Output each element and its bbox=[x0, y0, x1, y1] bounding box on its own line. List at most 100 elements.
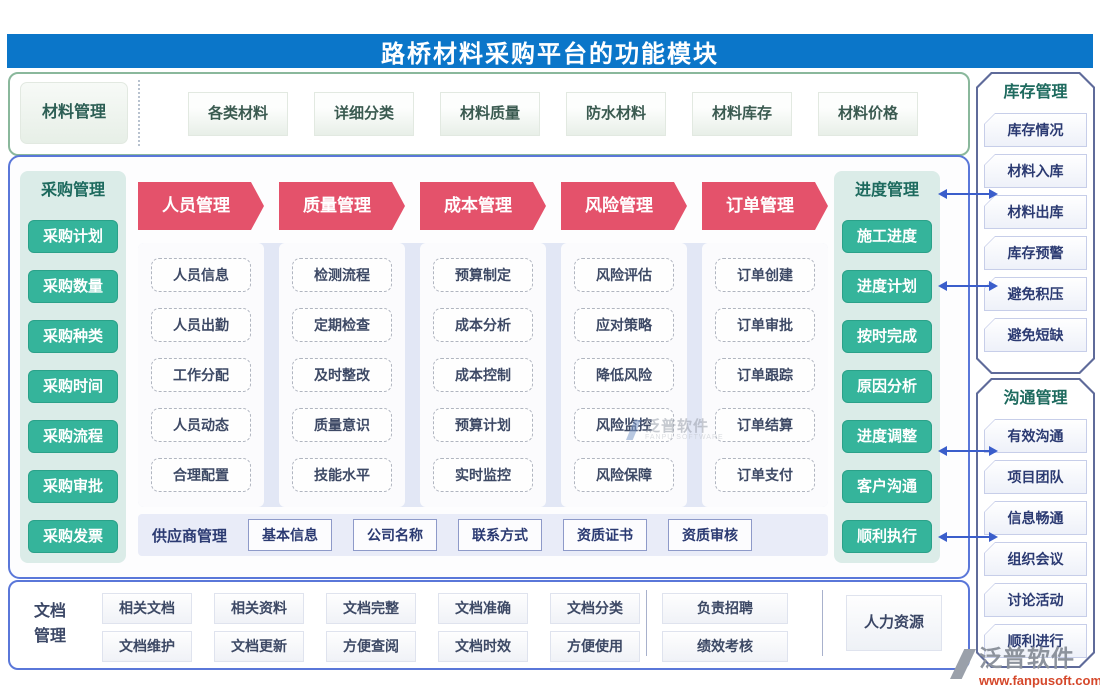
inventory-item: 材料出库 bbox=[984, 195, 1087, 229]
column-item: 人员动态 bbox=[151, 408, 251, 442]
supplier-item: 基本信息 bbox=[248, 519, 333, 551]
procurement-panel: 采购管理 采购计划 采购数量 采购种类 采购时间 采购流程 采购审批 采购发票 bbox=[20, 171, 126, 563]
supplier-item: 资质证书 bbox=[563, 519, 648, 551]
column-item: 人员信息 bbox=[151, 258, 251, 292]
column-item: 成本分析 bbox=[433, 308, 533, 342]
supplier-label: 供应商管理 bbox=[152, 527, 228, 545]
supplier-item: 资质审核 bbox=[668, 519, 753, 551]
column-item: 预算制定 bbox=[433, 258, 533, 292]
progress-item: 进度计划 bbox=[842, 270, 932, 303]
document-item: 方便查阅 bbox=[326, 631, 416, 662]
document-label: 文档 管理 bbox=[34, 603, 67, 645]
connector-arrow bbox=[938, 446, 998, 456]
document-item: 文档分类 bbox=[550, 593, 640, 624]
fanpu-watermark: 泛普软件 FANPU SOFTWARE bbox=[626, 419, 724, 441]
fanpu-logo-icon bbox=[950, 649, 976, 679]
progress-item: 施工进度 bbox=[842, 220, 932, 253]
procurement-item: 采购流程 bbox=[28, 420, 118, 453]
column-risk: 风险管理 风险评估 应对策略 降低风险 风险监控 风险保障 bbox=[561, 182, 687, 507]
connector-arrow bbox=[938, 532, 998, 542]
progress-item: 原因分析 bbox=[842, 370, 932, 403]
column-item: 质量意识 bbox=[292, 408, 392, 442]
column-item: 风险保障 bbox=[574, 458, 674, 492]
main-section: 采购管理 采购计划 采购数量 采购种类 采购时间 采购流程 采购审批 采购发票 … bbox=[8, 155, 970, 579]
page-title: 路桥材料采购平台的功能模块 bbox=[381, 40, 719, 68]
column-item: 人员出勤 bbox=[151, 308, 251, 342]
title-bar: 路桥材料采购平台的功能模块 bbox=[7, 34, 1093, 68]
fanpu-logo-url[interactable]: www.fanpusoft.com bbox=[979, 673, 1100, 688]
communication-item: 组织会议 bbox=[984, 542, 1087, 576]
communication-item: 信息畅通 bbox=[984, 501, 1087, 535]
column-cost: 成本管理 预算制定 成本分析 成本控制 预算计划 实时监控 bbox=[420, 182, 546, 507]
column-quality: 质量管理 检测流程 定期检查 及时整改 质量意识 技能水平 bbox=[279, 182, 405, 507]
column-item: 风险评估 bbox=[574, 258, 674, 292]
communication-item: 顺利进行 bbox=[984, 624, 1087, 658]
dotted-divider bbox=[138, 80, 140, 146]
column-item: 降低风险 bbox=[574, 358, 674, 392]
column-item: 预算计划 bbox=[433, 408, 533, 442]
watermark-subtext: FANPU SOFTWARE bbox=[645, 434, 724, 441]
inventory-item: 避免短缺 bbox=[984, 318, 1087, 352]
column-item: 及时整改 bbox=[292, 358, 392, 392]
progress-item: 进度调整 bbox=[842, 420, 932, 453]
progress-title: 进度管理 bbox=[854, 182, 919, 199]
procurement-item: 采购审批 bbox=[28, 470, 118, 503]
material-management-label: 材料管理 bbox=[20, 82, 128, 144]
document-item: 文档更新 bbox=[214, 631, 304, 662]
communication-item: 讨论活动 bbox=[984, 583, 1087, 617]
hr-item: 绩效考核 bbox=[662, 631, 788, 662]
procurement-item: 采购种类 bbox=[28, 320, 118, 353]
fanpu-logo: 泛普软件 www.fanpusoft.com bbox=[950, 647, 1100, 688]
column-item: 应对策略 bbox=[574, 308, 674, 342]
column-order: 订单管理 订单创建 订单审批 订单跟踪 订单结算 订单支付 bbox=[702, 182, 828, 507]
inventory-item: 材料入库 bbox=[984, 154, 1087, 188]
progress-item: 按时完成 bbox=[842, 320, 932, 353]
document-item: 相关文档 bbox=[102, 593, 192, 624]
inventory-item: 库存预警 bbox=[984, 236, 1087, 270]
document-section: 文档 管理 相关文档 相关资料 文档完整 文档准确 文档分类 文档维护 文档更新… bbox=[8, 580, 970, 670]
hr-item: 负责招聘 bbox=[662, 593, 788, 624]
column-item: 检测流程 bbox=[292, 258, 392, 292]
column-panel: 预算制定 成本分析 成本控制 预算计划 实时监控 bbox=[420, 243, 546, 507]
material-item: 材料价格 bbox=[818, 92, 918, 136]
column-header-arrow: 质量管理 bbox=[279, 182, 405, 230]
progress-item: 客户沟通 bbox=[842, 470, 932, 503]
column-item: 风险监控 bbox=[574, 408, 674, 442]
column-item: 定期检查 bbox=[292, 308, 392, 342]
connector-arrow bbox=[938, 281, 998, 291]
communication-item: 有效沟通 bbox=[984, 419, 1087, 453]
supplier-item: 公司名称 bbox=[353, 519, 438, 551]
procurement-item: 采购计划 bbox=[28, 220, 118, 253]
column-header-arrow: 成本管理 bbox=[420, 182, 546, 230]
vertical-divider bbox=[646, 590, 647, 656]
hr-items: 负责招聘 绩效考核 bbox=[662, 593, 788, 662]
column-panel: 检测流程 定期检查 及时整改 质量意识 技能水平 bbox=[279, 243, 405, 507]
document-item: 文档准确 bbox=[438, 593, 528, 624]
column-item: 技能水平 bbox=[292, 458, 392, 492]
fanpu-watermark-icon bbox=[626, 420, 641, 440]
material-item: 各类材料 bbox=[188, 92, 288, 136]
column-item: 订单结算 bbox=[715, 408, 815, 442]
function-columns: 人员管理 人员信息 人员出勤 工作分配 人员动态 合理配置 质量管理 检测流程 … bbox=[138, 182, 828, 507]
column-item: 订单审批 bbox=[715, 308, 815, 342]
material-item: 详细分类 bbox=[314, 92, 414, 136]
progress-panel: 进度管理 施工进度 进度计划 按时完成 原因分析 进度调整 客户沟通 顺利执行 bbox=[834, 171, 940, 563]
vertical-divider bbox=[822, 590, 823, 656]
column-item: 成本控制 bbox=[433, 358, 533, 392]
procurement-item: 采购数量 bbox=[28, 270, 118, 303]
column-item: 工作分配 bbox=[151, 358, 251, 392]
column-item: 订单创建 bbox=[715, 258, 815, 292]
material-items: 各类材料 详细分类 材料质量 防水材料 材料库存 材料价格 bbox=[188, 92, 918, 136]
document-item: 方便使用 bbox=[550, 631, 640, 662]
column-panel: 订单创建 订单审批 订单跟踪 订单结算 订单支付 bbox=[702, 243, 828, 507]
inventory-item: 避免积压 bbox=[984, 277, 1087, 311]
document-item: 文档维护 bbox=[102, 631, 192, 662]
document-item: 文档时效 bbox=[438, 631, 528, 662]
column-item: 订单支付 bbox=[715, 458, 815, 492]
column-panel: 人员信息 人员出勤 工作分配 人员动态 合理配置 bbox=[138, 243, 264, 507]
material-management-section: 材料管理 各类材料 详细分类 材料质量 防水材料 材料库存 材料价格 bbox=[8, 72, 970, 156]
communication-item: 项目团队 bbox=[984, 460, 1087, 494]
supplier-item: 联系方式 bbox=[458, 519, 543, 551]
connector-arrow bbox=[938, 189, 998, 199]
